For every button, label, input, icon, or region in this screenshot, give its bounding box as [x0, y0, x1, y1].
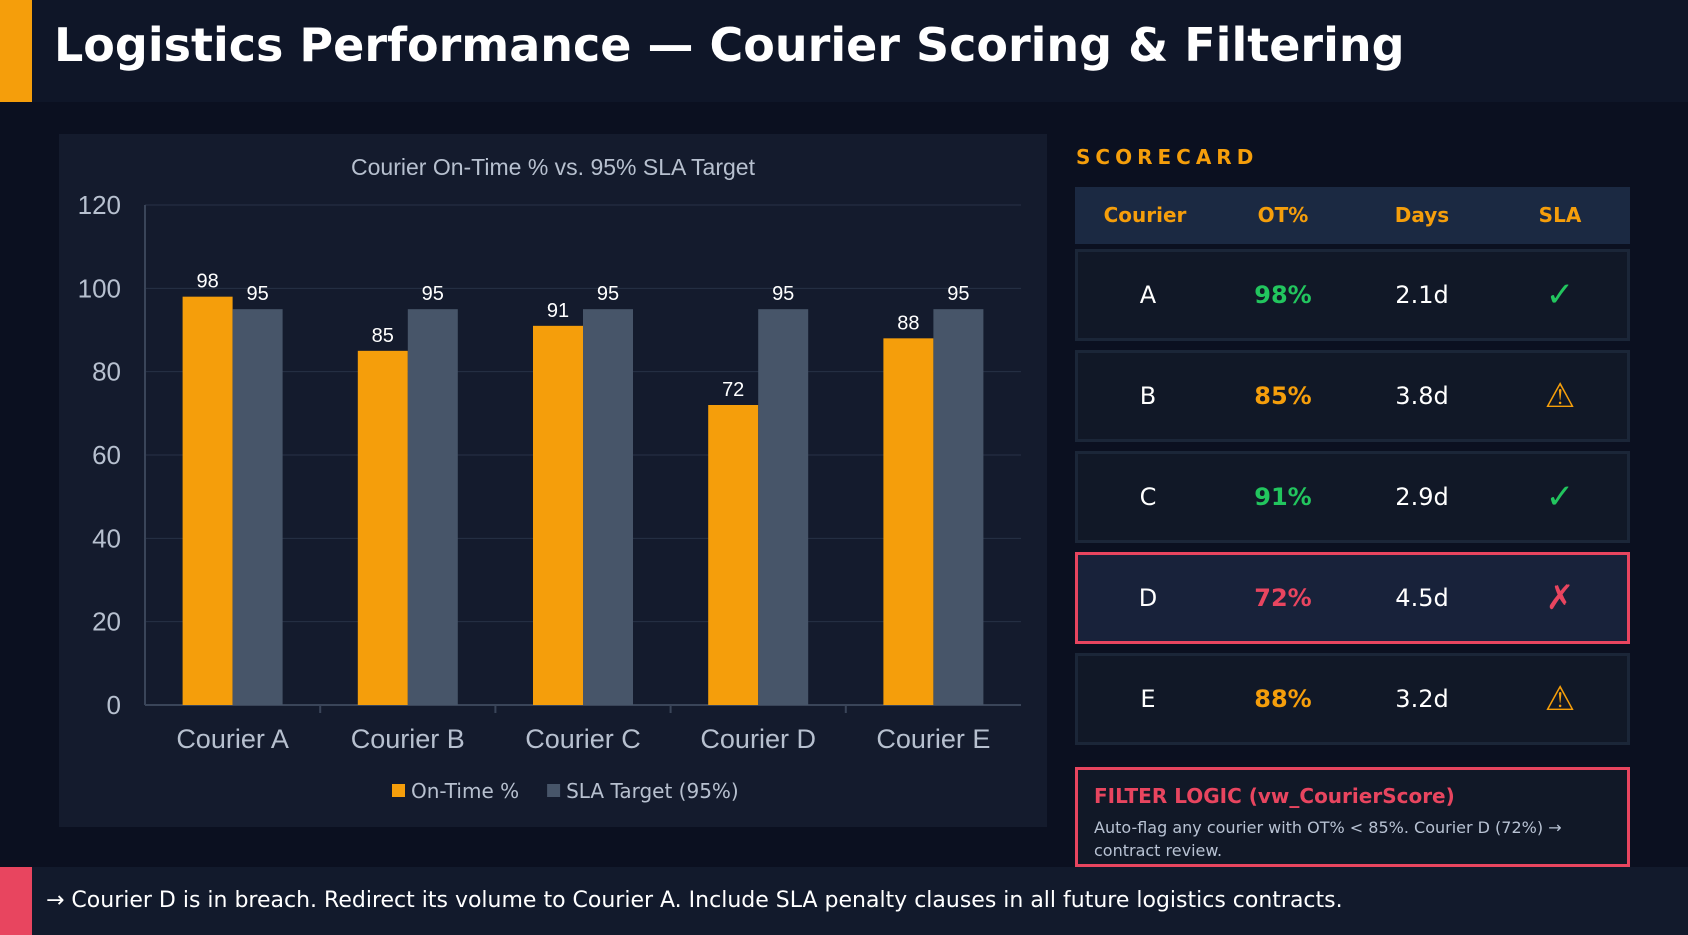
scorecard-row-b: B 85% 3.8d ⚠ — [1075, 350, 1630, 442]
page-title: Logistics Performance — Courier Scoring … — [54, 18, 1405, 72]
legend-label: SLA Target (95%) — [566, 779, 739, 803]
days-cell: 4.5d — [1395, 584, 1449, 612]
filter-logic-text: Auto-flag any courier with OT% < 85%. Co… — [1094, 818, 1562, 860]
footer-bar: → Courier D is in breach. Redirect its v… — [0, 867, 1688, 935]
bar-sla-target — [583, 309, 633, 705]
y-tick-label: 120 — [78, 190, 121, 220]
x-tick-label: Courier E — [876, 724, 990, 754]
data-label: 88 — [897, 312, 919, 334]
scorecard-header-row: Courier OT% Days SLA — [1075, 187, 1630, 244]
filter-logic-box: FILTER LOGIC (vw_CourierScore) Auto-flag… — [1075, 767, 1630, 867]
bar-on-time — [357, 350, 408, 705]
scorecard-row-d: D 72% 4.5d ✗ — [1075, 552, 1630, 644]
chart-title: Courier On-Time % vs. 95% SLA Target — [351, 154, 756, 180]
x-tick-label: Courier D — [700, 724, 816, 754]
scorecard-row-c: C 91% 2.9d ✓ — [1075, 451, 1630, 543]
check-icon: ✓ — [1545, 275, 1575, 315]
warning-icon: ⚠ — [1544, 679, 1576, 719]
bar-sla-target — [407, 309, 458, 705]
bar-sla-target — [232, 309, 283, 705]
data-label: 98 — [196, 271, 218, 293]
courier-cell: A — [1139, 281, 1157, 309]
data-label: 91 — [547, 300, 569, 322]
data-label: 85 — [372, 325, 394, 347]
scorecard-row-a: A 98% 2.1d ✓ — [1075, 249, 1630, 341]
check-icon: ✓ — [1545, 477, 1575, 517]
scorecard-row-e: E 88% 3.2d ⚠ — [1075, 653, 1630, 745]
column-header-days: Days — [1394, 203, 1450, 227]
ot-cell: 85% — [1254, 382, 1312, 410]
header-accent-stripe — [0, 0, 32, 102]
data-label: 95 — [597, 283, 619, 305]
y-tick-label: 20 — [92, 607, 121, 637]
days-cell: 2.1d — [1395, 281, 1449, 309]
filter-logic-title: FILTER LOGIC (vw_CourierScore) — [1094, 784, 1455, 808]
cross-icon: ✗ — [1545, 578, 1575, 618]
courier-cell: B — [1139, 382, 1157, 410]
courier-cell: C — [1139, 483, 1157, 511]
y-tick-label: 40 — [92, 523, 121, 553]
footer-insight-text: → Courier D is in breach. Redirect its v… — [46, 888, 1343, 913]
ot-cell: 98% — [1254, 281, 1312, 309]
column-header-courier: Courier — [1103, 203, 1187, 227]
header-bar: Logistics Performance — Courier Scoring … — [0, 0, 1688, 102]
data-label: 95 — [772, 283, 794, 305]
bar-on-time — [708, 405, 759, 705]
courier-cell: D — [1138, 584, 1158, 612]
ot-cell: 88% — [1254, 685, 1312, 713]
column-header-sla: SLA — [1538, 203, 1582, 227]
days-cell: 3.2d — [1395, 685, 1449, 713]
chart-panel: Courier On-Time % vs. 95% SLA Target 0 20 4… — [59, 134, 1047, 827]
data-label: 95 — [246, 283, 268, 305]
bar-on-time — [533, 325, 583, 705]
y-tick-label: 60 — [92, 440, 121, 470]
bar-sla-target — [758, 309, 809, 705]
y-tick-label: 0 — [107, 690, 121, 720]
ot-cell: 72% — [1254, 584, 1312, 612]
days-cell: 3.8d — [1395, 382, 1449, 410]
y-tick-label: 80 — [92, 357, 121, 387]
bar-sla-target — [933, 309, 984, 705]
courier-cell: E — [1140, 685, 1156, 713]
x-tick-label: Courier A — [176, 724, 289, 754]
bar-on-time — [182, 296, 233, 705]
warning-icon: ⚠ — [1544, 376, 1576, 416]
legend-swatch — [392, 784, 405, 797]
y-tick-label: 100 — [78, 273, 121, 303]
data-label: 95 — [947, 283, 969, 305]
legend-label: On-Time % — [411, 779, 519, 803]
footer-accent-stripe — [0, 867, 32, 935]
data-label: 72 — [722, 379, 744, 401]
x-tick-label: Courier B — [351, 724, 465, 754]
x-tick-label: Courier C — [525, 724, 641, 754]
data-label: 95 — [422, 283, 444, 305]
ot-cell: 91% — [1254, 483, 1312, 511]
bar-on-time — [883, 338, 934, 705]
column-header-ot: OT% — [1257, 203, 1309, 227]
legend-swatch — [547, 784, 561, 797]
scorecard-title: SCORECARD — [1076, 145, 1259, 169]
bar-chart: Courier On-Time % vs. 95% SLA Target 0 20 4… — [78, 154, 1021, 803]
days-cell: 2.9d — [1395, 483, 1449, 511]
